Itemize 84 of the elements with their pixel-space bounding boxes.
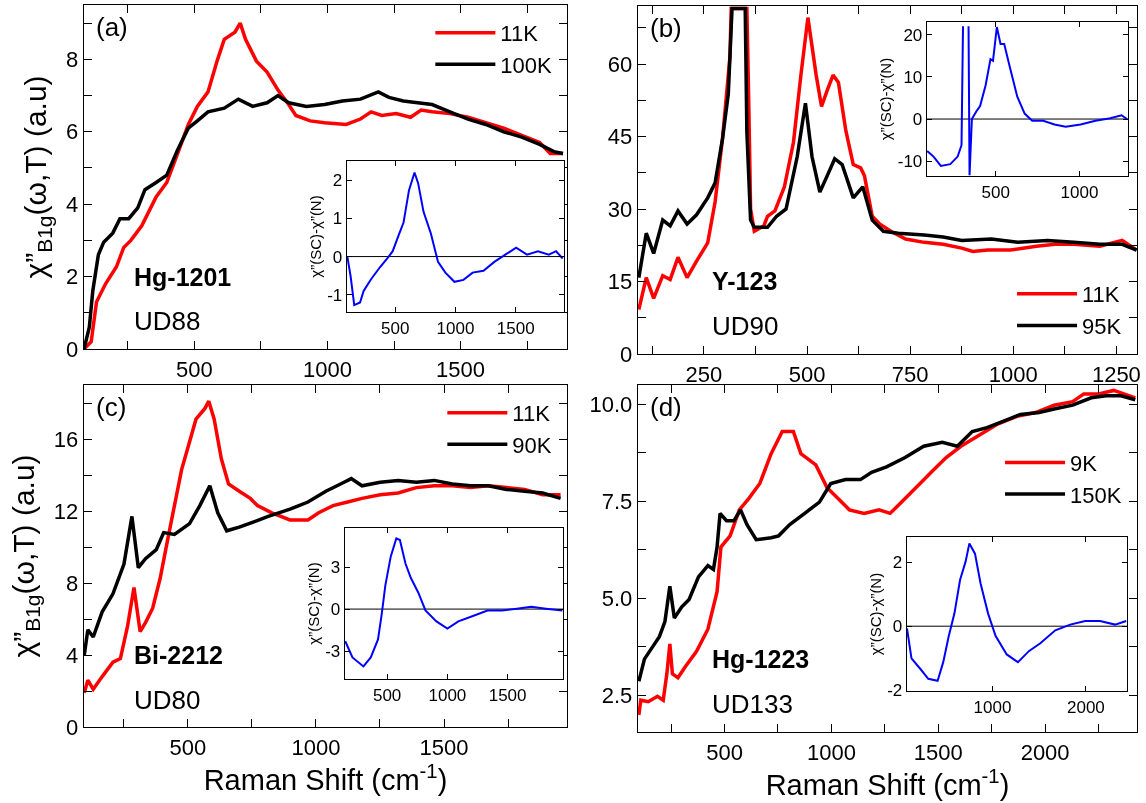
annotation: Hg-1223 bbox=[712, 645, 810, 673]
y-tick-label: 2.5 bbox=[601, 682, 633, 708]
annotation: (a) bbox=[96, 12, 128, 42]
x-tick-label: 750 bbox=[891, 361, 929, 387]
x-tick-label: 1000 bbox=[436, 318, 475, 338]
y-tick-label: 15 bbox=[607, 269, 633, 295]
x-tick-label: 1500 bbox=[436, 356, 486, 382]
y-axis-title: χ”(SC)-χ”(N) bbox=[304, 562, 322, 645]
legend-label: 95K bbox=[1082, 314, 1122, 340]
y-tick-label: -1 bbox=[327, 285, 343, 305]
x-tick-label: 1000 bbox=[973, 697, 1012, 717]
y-tick-label: 10 bbox=[903, 67, 923, 87]
y-tick-label: 0 bbox=[912, 109, 923, 129]
y-tick-label: 0 bbox=[332, 247, 343, 267]
legend-label: 150K bbox=[1070, 482, 1122, 508]
y-tick-label: -3 bbox=[325, 641, 341, 661]
y-tick-label: 2 bbox=[892, 552, 903, 572]
legend-label: 11K bbox=[512, 401, 551, 427]
y-axis-title: χ”(SC)-χ”(N) bbox=[866, 572, 884, 656]
x-tick-label: 2000 bbox=[1020, 739, 1070, 765]
y-tick-label: -10 bbox=[897, 152, 923, 172]
annotation: Bi-2212 bbox=[134, 641, 223, 669]
x-tick-label: 2000 bbox=[1067, 697, 1105, 717]
x-tick-label: 500 bbox=[169, 734, 207, 760]
annotation: (c) bbox=[96, 392, 127, 422]
y-tick-label: 0 bbox=[620, 341, 633, 367]
x-axis-title: Raman Shift (cm$^{-1}$) bbox=[203, 759, 448, 796]
annotation: (b) bbox=[650, 13, 682, 43]
x-tick-label: 250 bbox=[685, 361, 723, 387]
y-tick-label: 8 bbox=[66, 47, 79, 73]
y-tick-label: 0 bbox=[66, 336, 79, 362]
legend-label: 90K bbox=[512, 432, 552, 458]
x-tick-label: 1250 bbox=[1091, 361, 1141, 387]
annotation: UD88 bbox=[134, 306, 201, 336]
annotation: UD90 bbox=[712, 311, 779, 341]
y-tick-label: 0 bbox=[66, 714, 79, 740]
y-tick-label: 2 bbox=[66, 264, 79, 290]
x-tick-label: 500 bbox=[706, 739, 743, 765]
y-tick-label: 0 bbox=[892, 617, 903, 637]
x-tick-label: 500 bbox=[981, 182, 1010, 202]
annotation: UD133 bbox=[712, 689, 793, 719]
x-tick-label: 500 bbox=[372, 685, 402, 705]
x-tick-label: 500 bbox=[176, 356, 213, 382]
y-axis-title: χ”(SC)-χ”(N) bbox=[877, 57, 895, 141]
y-tick-label: 16 bbox=[53, 426, 79, 452]
x-tick-label: 500 bbox=[788, 361, 826, 387]
annotation: Y-123 bbox=[712, 267, 778, 295]
y-tick-label: 45 bbox=[607, 124, 633, 150]
legend-label: 11K bbox=[500, 21, 539, 47]
y-tick-label: 12 bbox=[53, 498, 79, 524]
x-tick-label: 1000 bbox=[291, 734, 341, 760]
y-tick-label: -2 bbox=[887, 681, 903, 701]
legend-label: 100K bbox=[500, 52, 553, 78]
legend-label: 9K bbox=[1070, 451, 1098, 477]
y-tick-label: 60 bbox=[607, 51, 633, 77]
y-tick-label: 10.0 bbox=[589, 392, 633, 418]
y-tick-label: 8 bbox=[66, 570, 79, 596]
y-tick-label: 20 bbox=[903, 25, 923, 45]
x-tick-label: 1000 bbox=[428, 685, 467, 705]
y-tick-label: 3 bbox=[330, 558, 341, 578]
y-tick-label: 30 bbox=[607, 196, 633, 222]
x-tick-label: 1000 bbox=[988, 361, 1038, 387]
y-tick-label: 4 bbox=[66, 191, 79, 217]
x-tick-label: 1500 bbox=[488, 685, 527, 705]
y-tick-label: 0 bbox=[330, 600, 341, 620]
annotation: Hg-1201 bbox=[134, 263, 232, 291]
y-tick-label: 1 bbox=[332, 209, 343, 229]
y-axis-title: χ”(SC)-χ”(N) bbox=[306, 195, 324, 278]
x-tick-label: 1000 bbox=[806, 739, 856, 765]
x-tick-label: 1500 bbox=[496, 318, 535, 338]
x-axis-title: Raman Shift (cm$^{-1}$) bbox=[765, 764, 1010, 801]
x-tick-label: 1000 bbox=[1060, 182, 1099, 202]
x-tick-label: 1500 bbox=[913, 739, 963, 765]
y-tick-label: 5.0 bbox=[601, 585, 633, 611]
x-tick-label: 1000 bbox=[303, 356, 352, 382]
legend-label: 11K bbox=[1082, 282, 1120, 308]
y-tick-label: 7.5 bbox=[601, 489, 633, 515]
y-tick-label: 2 bbox=[332, 171, 343, 191]
x-tick-label: 1500 bbox=[419, 734, 469, 760]
y-tick-label: 6 bbox=[66, 119, 79, 145]
annotation: UD80 bbox=[134, 685, 201, 715]
annotation: (d) bbox=[650, 392, 682, 422]
x-tick-label: 500 bbox=[381, 318, 410, 338]
y-tick-label: 4 bbox=[66, 642, 79, 668]
